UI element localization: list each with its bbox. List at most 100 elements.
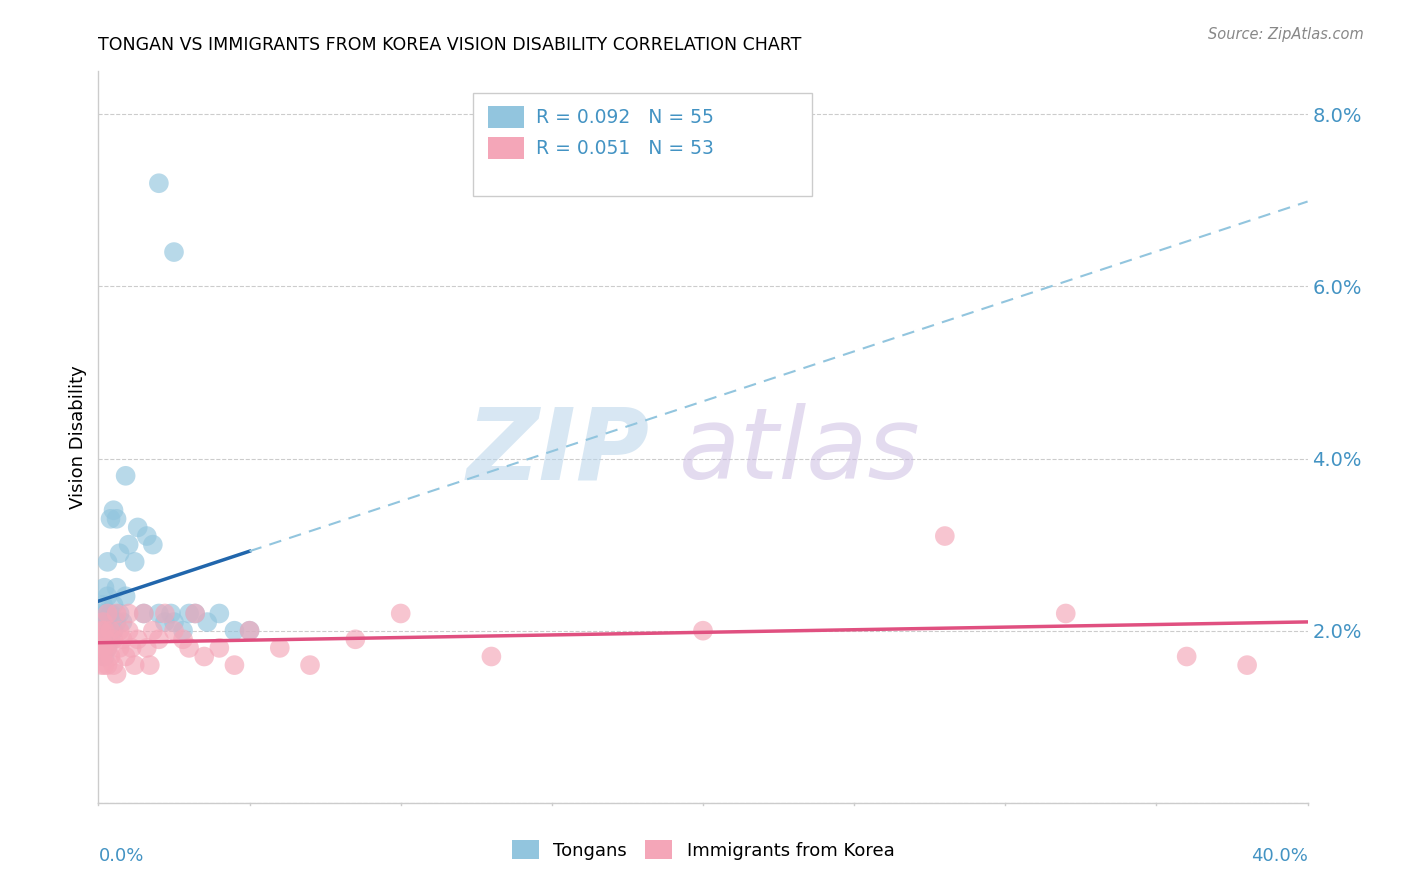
Text: ZIP: ZIP [467, 403, 650, 500]
Point [100, 649, 122, 664]
Point [1054, 607, 1077, 621]
FancyBboxPatch shape [488, 137, 524, 159]
Legend: Tongans, Immigrants from Korea: Tongans, Immigrants from Korea [505, 833, 901, 867]
Point [90, 624, 112, 638]
Point [105, 607, 128, 621]
Point [108, 607, 131, 621]
Point [132, 607, 155, 621]
Point [108, 546, 131, 560]
Point [94, 607, 117, 621]
Point [142, 624, 165, 638]
Point [139, 658, 162, 673]
Point [118, 607, 141, 621]
Text: atlas: atlas [679, 403, 921, 500]
Text: TONGAN VS IMMIGRANTS FROM KOREA VISION DISABILITY CORRELATION CHART: TONGAN VS IMMIGRANTS FROM KOREA VISION D… [98, 36, 801, 54]
Point [103, 598, 125, 612]
Point [105, 615, 128, 629]
Point [124, 555, 146, 569]
Point [127, 520, 149, 534]
Point [100, 512, 122, 526]
Point [108, 640, 131, 655]
Point [239, 624, 262, 638]
Point [91, 649, 114, 664]
Point [100, 607, 122, 621]
Point [96, 624, 118, 638]
Point [118, 538, 141, 552]
Point [111, 615, 134, 629]
Point [148, 607, 170, 621]
Point [93, 658, 115, 673]
Point [153, 607, 176, 621]
Point [90, 607, 112, 621]
Point [90, 624, 112, 638]
Point [224, 658, 246, 673]
Point [93, 632, 115, 647]
Point [193, 649, 215, 664]
Point [93, 640, 115, 655]
Point [179, 607, 201, 621]
Point [148, 176, 170, 190]
Point [90, 658, 112, 673]
Text: Source: ZipAtlas.com: Source: ZipAtlas.com [1208, 27, 1364, 42]
Point [269, 640, 291, 655]
Point [132, 607, 155, 621]
Point [96, 555, 118, 569]
Point [100, 624, 122, 638]
Point [153, 615, 176, 629]
Point [481, 649, 503, 664]
Point [91, 640, 114, 655]
Point [118, 624, 141, 638]
Point [163, 245, 186, 260]
Point [93, 624, 115, 638]
Point [93, 581, 115, 595]
Point [93, 649, 115, 664]
Point [103, 503, 125, 517]
Point [96, 658, 118, 673]
Point [163, 624, 186, 638]
Point [208, 640, 231, 655]
Point [105, 666, 128, 681]
Y-axis label: Vision Disability: Vision Disability [69, 365, 87, 509]
Text: 0.0%: 0.0% [98, 847, 143, 864]
Point [91, 615, 114, 629]
Point [127, 632, 149, 647]
Text: R = 0.051   N = 53: R = 0.051 N = 53 [536, 138, 714, 158]
Point [299, 658, 322, 673]
Point [172, 632, 194, 647]
Point [224, 624, 246, 638]
Point [184, 607, 207, 621]
Point [100, 632, 122, 647]
Point [91, 632, 114, 647]
Point [108, 624, 131, 638]
Text: 40.0%: 40.0% [1251, 847, 1308, 864]
Point [1236, 658, 1258, 673]
Point [1175, 649, 1198, 664]
Text: R = 0.092   N = 55: R = 0.092 N = 55 [536, 108, 714, 127]
Point [91, 624, 114, 638]
Point [160, 607, 183, 621]
Point [93, 615, 115, 629]
Point [208, 607, 231, 621]
FancyBboxPatch shape [474, 94, 811, 195]
Point [103, 658, 125, 673]
Point [239, 624, 262, 638]
Point [135, 529, 157, 543]
Point [90, 632, 112, 647]
Point [121, 640, 143, 655]
Point [111, 632, 134, 647]
Point [179, 640, 201, 655]
Point [91, 640, 114, 655]
Point [94, 632, 117, 647]
Point [91, 615, 114, 629]
Point [103, 624, 125, 638]
Point [103, 632, 125, 647]
Point [344, 632, 367, 647]
Point [114, 589, 136, 603]
Point [96, 640, 118, 655]
Point [105, 581, 128, 595]
Point [148, 632, 170, 647]
Point [89, 640, 111, 655]
Point [114, 468, 136, 483]
Point [89, 632, 111, 647]
Point [90, 640, 112, 655]
